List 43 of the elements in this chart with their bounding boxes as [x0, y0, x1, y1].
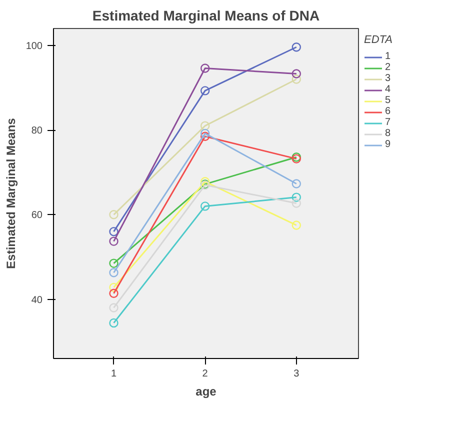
point	[292, 179, 302, 188]
point	[292, 74, 302, 84]
point	[200, 128, 210, 138]
y-tick-label: 40	[31, 294, 43, 306]
point	[109, 268, 118, 278]
x-tick-label: 3	[294, 368, 300, 380]
point	[292, 42, 302, 52]
point	[200, 64, 210, 73]
legend-label: 3	[385, 73, 392, 84]
point	[200, 121, 210, 130]
point	[109, 288, 118, 298]
point	[109, 258, 118, 268]
point	[109, 282, 118, 292]
point	[292, 69, 302, 78]
x-tick-label: 1	[110, 368, 117, 380]
legend-label: 8	[385, 128, 392, 139]
x-axis-title: age	[196, 384, 217, 398]
point	[200, 202, 210, 211]
chart-title: Estimated Marginal Means of DNA	[92, 8, 320, 24]
point	[109, 210, 118, 220]
point	[292, 192, 302, 202]
point	[200, 177, 210, 186]
legend-label: 6	[385, 106, 392, 117]
point	[109, 303, 118, 312]
legend-label: 7	[385, 117, 392, 128]
legend-label: 2	[385, 62, 392, 73]
y-tick-label: 100	[26, 40, 43, 52]
y-tick-label: 80	[31, 126, 43, 137]
point	[292, 220, 302, 230]
point	[109, 236, 118, 246]
point	[200, 132, 210, 141]
y-tick-label: 60	[31, 210, 43, 222]
point	[292, 198, 302, 208]
legend-label: 9	[385, 139, 392, 150]
legend-label: 5	[385, 95, 392, 106]
legend-title: EDTA	[364, 34, 394, 46]
point	[109, 318, 118, 328]
point	[200, 86, 210, 96]
legend-label: 4	[385, 84, 392, 95]
legend-label: 1	[385, 51, 392, 62]
point	[109, 226, 118, 236]
y-axis-title: Estimated Marginal Means	[4, 118, 18, 269]
x-tick-label: 2	[202, 368, 208, 380]
